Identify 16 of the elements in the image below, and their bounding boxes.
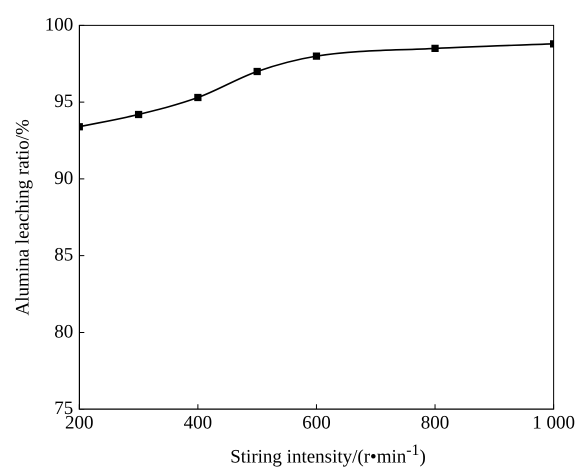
- x-tick-label: 800: [420, 412, 450, 434]
- x-tick-label: 400: [184, 412, 212, 434]
- y-tick-label: 85: [54, 244, 74, 266]
- x-tick-label: 1 000: [532, 412, 575, 434]
- point: [312, 52, 320, 60]
- y-tick-label: 80: [54, 321, 74, 342]
- x-tick-label: 600: [302, 412, 331, 434]
- y-tick-label: 100: [44, 14, 74, 36]
- x-axis-title: Stiring intensity/(r•min$^{-1}$): [229, 441, 427, 470]
- y-tick-label: 90: [54, 168, 74, 189]
- y-tick-label: 95: [54, 91, 74, 112]
- point: [194, 94, 202, 102]
- point: [134, 110, 142, 118]
- y-axis-title: Alumina leaching ratio/%: [12, 118, 34, 316]
- point: [431, 44, 439, 52]
- point: [254, 68, 261, 76]
